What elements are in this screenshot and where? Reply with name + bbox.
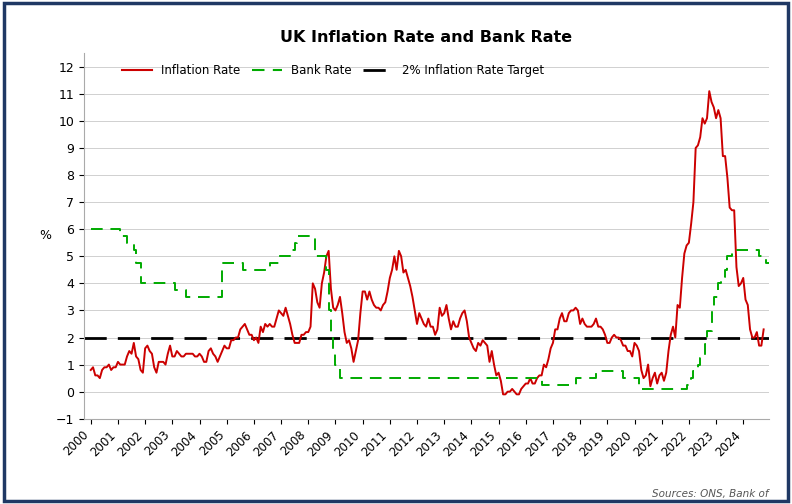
Title: UK Inflation Rate and Bank Rate: UK Inflation Rate and Bank Rate [280,30,573,45]
Text: Sources: ONS, Bank of: Sources: ONS, Bank of [652,489,768,499]
Y-axis label: %: % [39,229,51,242]
Legend: Inflation Rate, Bank Rate, 2% Inflation Rate Target: Inflation Rate, Bank Rate, 2% Inflation … [117,59,549,82]
